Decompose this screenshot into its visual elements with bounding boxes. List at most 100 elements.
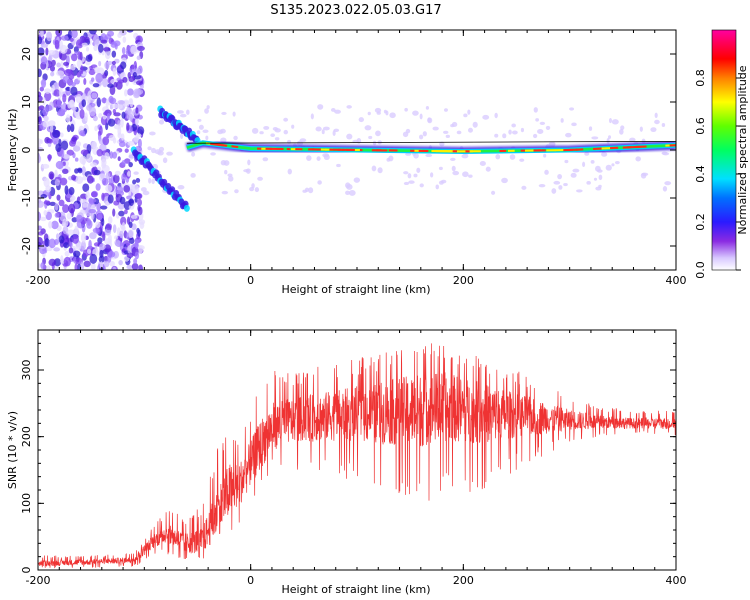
noise-blob <box>494 133 499 138</box>
noise-blob <box>55 30 63 37</box>
noise-blob <box>65 114 71 123</box>
noise-blob <box>598 174 603 181</box>
noise-blob <box>96 149 103 157</box>
noise-blob <box>43 91 52 102</box>
noise-blob <box>55 143 62 153</box>
noise-blob <box>283 129 289 135</box>
noise-blob <box>345 182 351 189</box>
noise-blob <box>430 172 434 178</box>
noise-blob <box>316 156 321 161</box>
noise-blob <box>127 72 132 79</box>
noise-blob <box>519 158 525 162</box>
noise-blob <box>59 40 64 51</box>
noise-blob <box>56 62 61 68</box>
noise-blob <box>403 181 410 186</box>
noise-blob <box>43 209 48 216</box>
noise-blob <box>570 172 577 178</box>
noise-blob <box>89 232 97 240</box>
noise-blob <box>533 107 538 113</box>
snr-x-label: Height of straight line (km) <box>281 583 430 596</box>
noise-blob <box>120 216 127 226</box>
noise-blob <box>80 240 86 251</box>
noise-blob <box>62 75 71 84</box>
noise-blob <box>405 128 411 134</box>
noise-blob <box>95 72 104 83</box>
noise-blob <box>62 154 71 159</box>
noise-blob <box>127 245 131 254</box>
noise-blob <box>113 124 121 130</box>
noise-blob <box>102 136 110 146</box>
colorbar-frame <box>711 29 737 271</box>
noise-blob <box>43 115 50 122</box>
noise-blob <box>90 262 96 270</box>
noise-blob <box>62 204 70 213</box>
noise-blob <box>105 172 111 181</box>
noise-blob <box>502 133 507 139</box>
noise-blob <box>38 106 42 111</box>
noise-blob <box>597 169 603 173</box>
noise-blob <box>85 190 90 201</box>
noise-blob <box>259 131 264 135</box>
noise-blob <box>135 178 141 183</box>
noise-blob <box>106 113 111 119</box>
noise-blob <box>124 89 128 97</box>
y-tick-label: 20 <box>20 47 33 61</box>
noise-blob <box>60 35 69 41</box>
noise-blob <box>114 235 119 240</box>
noise-blob <box>67 30 73 40</box>
noise-blob <box>419 134 424 140</box>
noise-blob <box>126 195 132 200</box>
noise-blob <box>38 147 44 152</box>
noise-blob <box>105 98 109 109</box>
noise-blob <box>60 255 64 265</box>
noise-blob <box>54 39 60 49</box>
noise-blob <box>96 202 102 212</box>
noise-blob <box>120 118 124 128</box>
noise-blob <box>91 191 98 198</box>
noise-blob <box>71 30 78 39</box>
noise-blob <box>130 214 138 219</box>
noise-blob <box>586 181 591 185</box>
noise-blob <box>38 36 43 45</box>
noise-blob <box>462 171 469 178</box>
noise-blob <box>257 176 263 181</box>
noise-blob <box>117 99 125 105</box>
noise-blob <box>101 192 105 201</box>
noise-blob <box>53 247 61 252</box>
noise-blob <box>81 99 86 107</box>
noise-blob <box>427 117 432 123</box>
noise-blob <box>56 70 65 77</box>
noise-blob <box>101 77 109 88</box>
noise-blob <box>109 151 114 159</box>
noise-blob <box>136 55 141 61</box>
noise-blob <box>521 185 527 190</box>
noise-blob <box>82 202 88 208</box>
noise-blob <box>137 126 145 136</box>
noise-blob <box>89 253 98 264</box>
noise-blob <box>432 126 439 131</box>
noise-blob <box>89 30 97 35</box>
noise-blob <box>89 162 98 168</box>
noise-blob <box>121 133 125 141</box>
noise-blob <box>132 118 136 126</box>
noise-blob <box>403 171 409 175</box>
noise-blob <box>197 118 202 122</box>
noise-blob <box>439 141 445 147</box>
noise-blob <box>641 172 649 176</box>
noise-blob <box>119 196 126 205</box>
noise-blob <box>512 130 518 135</box>
noise-blob <box>228 175 234 182</box>
noise-blob <box>64 185 69 195</box>
noise-blob <box>371 165 377 172</box>
noise-blob <box>62 168 69 175</box>
noise-blob <box>128 204 135 210</box>
noise-blob <box>38 68 42 78</box>
noise-blob <box>121 222 126 231</box>
noise-blob <box>126 106 131 116</box>
noise-blob <box>537 129 544 134</box>
noise-blob <box>41 78 47 89</box>
noise-blob <box>112 208 116 217</box>
noise-blob <box>128 221 133 229</box>
noise-blob <box>45 185 52 193</box>
